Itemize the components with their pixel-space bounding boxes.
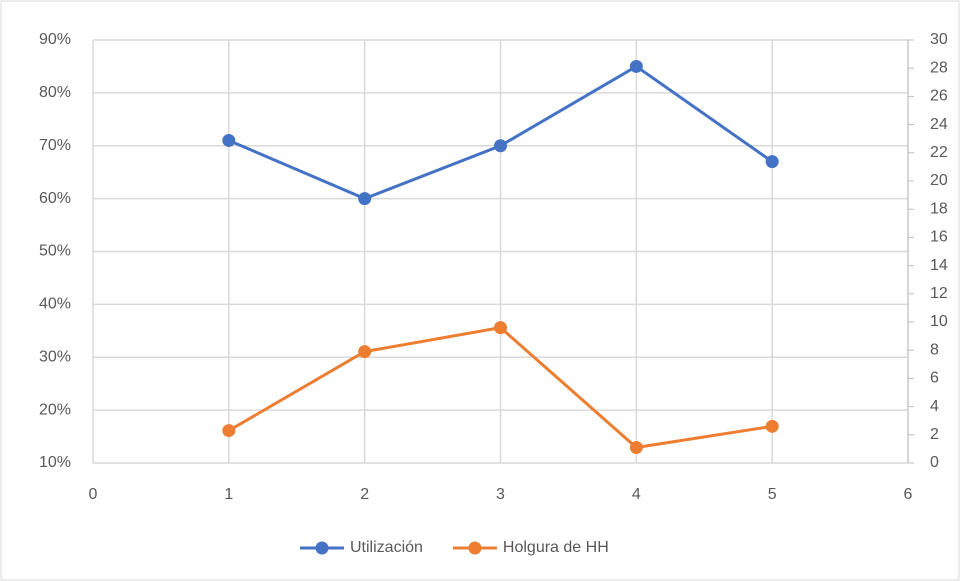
point: [358, 345, 372, 359]
y2-tick-label: 20: [930, 172, 948, 189]
legend-label: Holgura de HH: [503, 539, 609, 556]
x-tick-label: 4: [632, 486, 641, 503]
x-tick-label: 2: [360, 486, 369, 503]
y2-tick-label: 2: [930, 426, 939, 443]
point: [765, 155, 779, 169]
x-tick-label: 6: [904, 486, 913, 503]
point: [765, 419, 779, 433]
point: [222, 133, 236, 147]
x-tick-label: 0: [89, 486, 98, 503]
y2-tick-label: 12: [930, 285, 948, 302]
legend-marker: [315, 541, 329, 555]
point: [629, 440, 643, 454]
x-tick-label: 1: [224, 486, 233, 503]
y2-tick-label: 16: [930, 229, 948, 246]
y-tick-label: 90%: [39, 31, 71, 48]
y2-tick-label: 22: [930, 144, 948, 161]
y2-tick-label: 18: [930, 200, 948, 217]
y2-tick-label: 26: [930, 88, 948, 105]
y-tick-label: 60%: [39, 190, 71, 207]
point: [494, 139, 507, 153]
y2-tick-label: 24: [930, 116, 948, 133]
x-tick-label: 3: [496, 486, 505, 503]
y2-tick-label: 0: [930, 454, 939, 471]
y-tick-label: 20%: [39, 401, 71, 418]
point: [629, 59, 643, 73]
legend-label: Utilización: [350, 539, 423, 556]
point: [222, 424, 236, 438]
y2-tick-label: 4: [930, 398, 939, 415]
point: [358, 192, 372, 206]
y2-tick-label: 8: [930, 341, 939, 358]
y-tick-label: 70%: [39, 137, 71, 154]
y2-tick-label: 6: [930, 370, 939, 387]
y2-tick-label: 14: [930, 257, 948, 274]
y2-tick-label: 10: [930, 313, 948, 330]
y-tick-label: 40%: [39, 296, 71, 313]
x-tick-label: 5: [768, 486, 777, 503]
legend-marker: [468, 541, 482, 555]
y-tick-label: 80%: [39, 84, 71, 101]
point: [494, 321, 507, 335]
y-tick-label: 50%: [39, 243, 71, 260]
y2-tick-label: 28: [930, 59, 948, 76]
y-tick-label: 10%: [39, 454, 71, 471]
y2-tick-label: 30: [930, 31, 948, 48]
y-tick-label: 30%: [39, 348, 71, 365]
